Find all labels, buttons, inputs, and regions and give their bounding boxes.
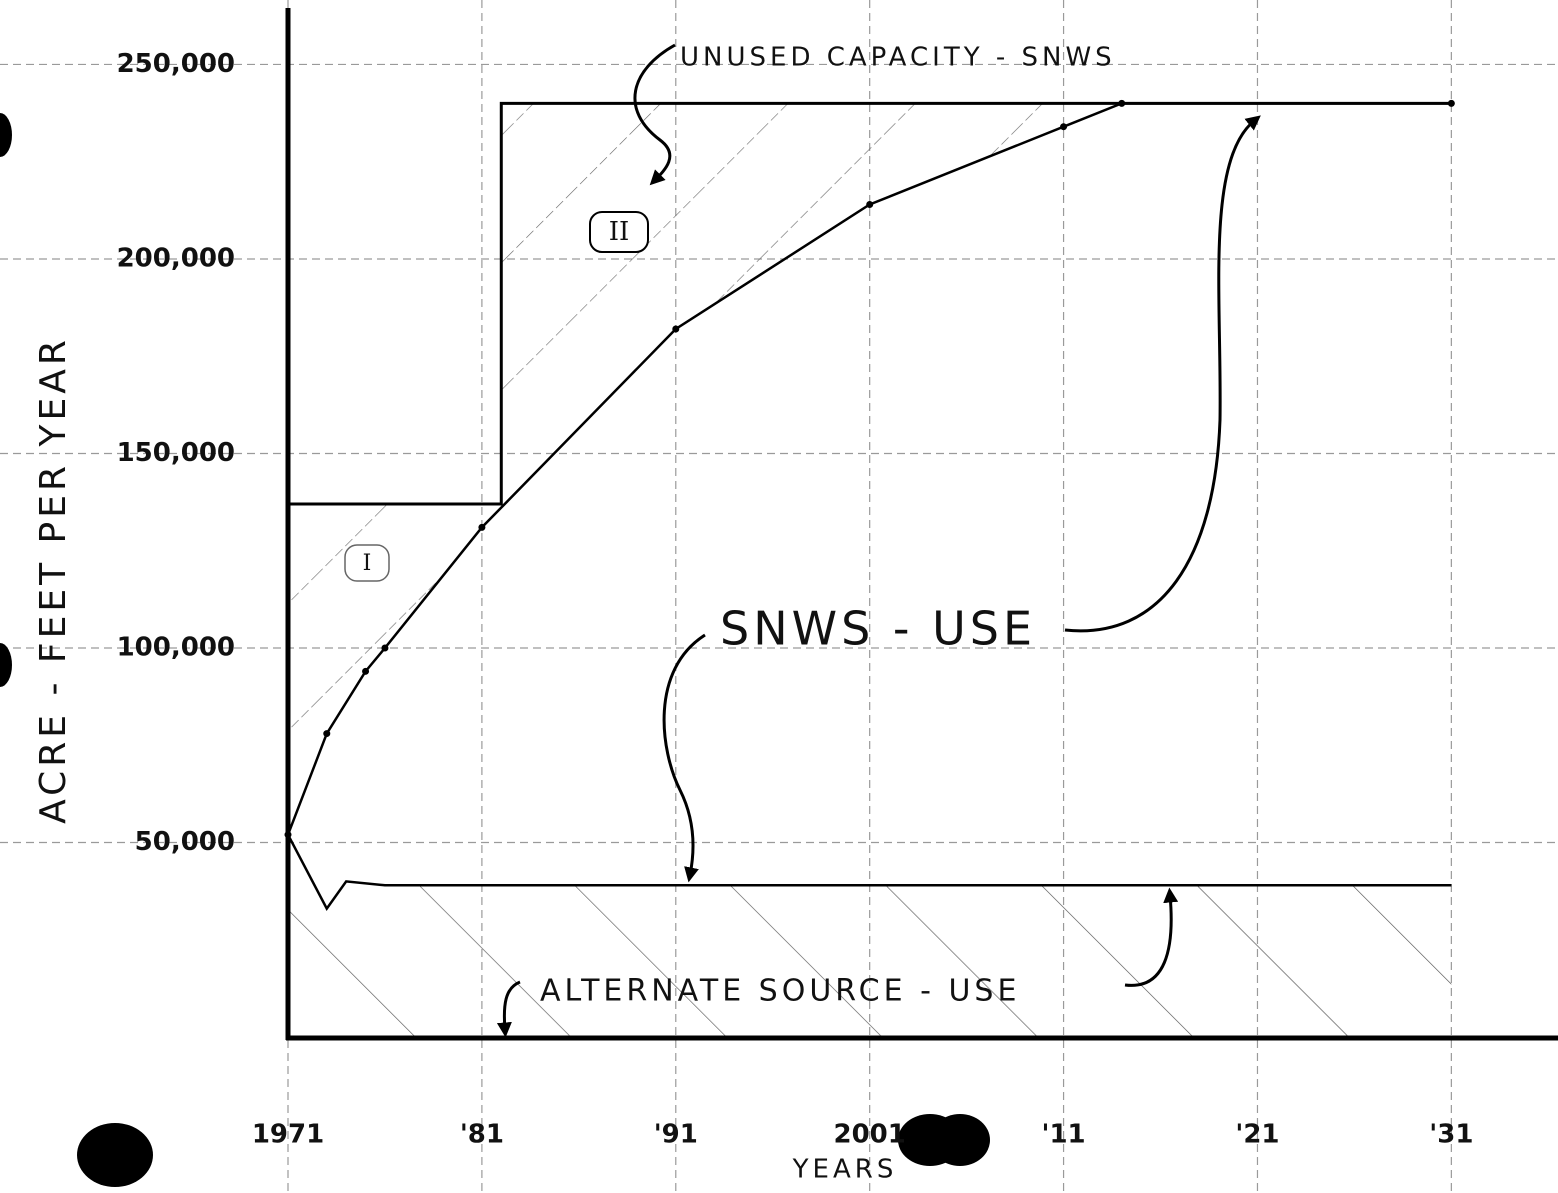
annotation: SNWS - USE xyxy=(720,602,1036,656)
x-tick-label: '11 xyxy=(1041,1120,1085,1150)
blot xyxy=(0,643,12,687)
blot xyxy=(0,113,12,157)
x-tick-label: '81 xyxy=(460,1120,504,1150)
x-tick-label: '31 xyxy=(1429,1120,1473,1150)
y-tick-label: 250,000 xyxy=(117,49,235,79)
chart: UNUSED CAPACITY - SNWS SNWS - USE ALTERN… xyxy=(0,0,1558,1193)
point xyxy=(323,730,330,737)
blot xyxy=(77,1123,153,1187)
y-tick-label: 50,000 xyxy=(135,827,235,857)
x-tick-label: 1971 xyxy=(252,1120,324,1150)
x-axis-label: YEARS xyxy=(792,1155,898,1185)
point xyxy=(1060,123,1067,130)
x-tick-label: '21 xyxy=(1235,1120,1279,1150)
y-axis-label: ACRE - FEET PER YEAR xyxy=(33,336,74,824)
annotation: UNUSED CAPACITY - SNWS xyxy=(680,43,1116,73)
x-tick-label: 2001 xyxy=(833,1120,905,1150)
blot xyxy=(930,1114,990,1166)
arrow xyxy=(664,635,705,875)
areas xyxy=(288,103,1451,1037)
y-tick-label: 100,000 xyxy=(117,632,235,662)
arrow xyxy=(1065,120,1255,631)
point xyxy=(478,524,485,531)
region-label: I xyxy=(363,551,372,576)
y-tick-label: 200,000 xyxy=(117,243,235,273)
page: UNUSED CAPACITY - SNWS SNWS - USE ALTERN… xyxy=(0,0,1558,1193)
point xyxy=(381,644,388,651)
annotation: ALTERNATE SOURCE - USE xyxy=(540,974,1020,1009)
region-label: II xyxy=(609,217,630,247)
y-tick-label: 150,000 xyxy=(117,438,235,468)
point xyxy=(672,325,679,332)
point xyxy=(866,201,873,208)
point xyxy=(362,668,369,675)
x-tick-label: '91 xyxy=(654,1120,698,1150)
